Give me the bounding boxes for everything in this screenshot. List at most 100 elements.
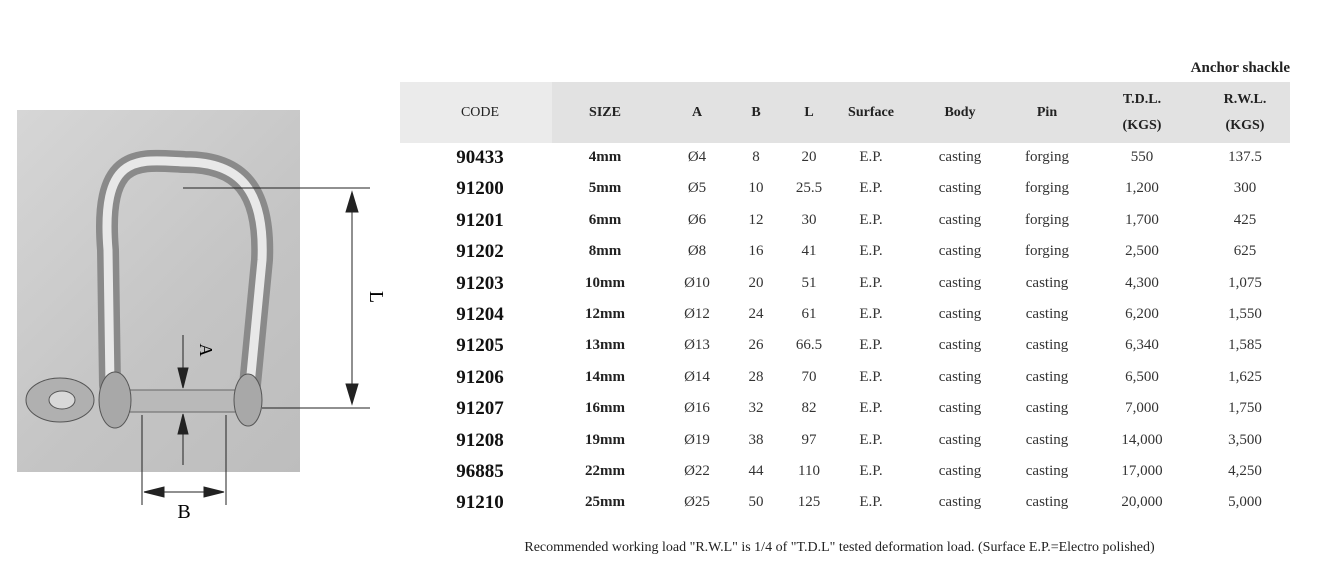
column-header-unit: (KGS): [1225, 117, 1265, 133]
cell-size: 14mm: [585, 368, 625, 385]
column-header-label: B: [751, 104, 761, 120]
cell-l: 110: [798, 463, 820, 479]
cell-code: 96885: [456, 461, 504, 482]
column-header-label: T.D.L.: [1122, 91, 1162, 107]
cell-a: Ø10: [684, 274, 710, 291]
cell-surface: E.P.: [859, 431, 883, 448]
column-header-label: CODE: [460, 104, 500, 120]
cell-pin: casting: [1025, 368, 1069, 385]
table-row: 91200 5mm Ø5 10 25.5 E.P. casting forging 1,200 3…: [0, 173, 1327, 204]
cell-a: Ø16: [684, 400, 710, 417]
dimension-lines: [141, 187, 370, 505]
cell-body: casting: [938, 243, 982, 260]
cell-size: 13mm: [585, 337, 625, 354]
cell-rwl: 4,250: [1228, 463, 1262, 479]
column-header-surface: Surface: [848, 82, 894, 143]
cell-a: Ø12: [684, 306, 710, 322]
cell-rwl: 1,750: [1228, 400, 1262, 417]
cell-l: 70: [801, 368, 817, 385]
cell-rwl: 425: [1233, 211, 1257, 228]
column-header-pin: Pin: [1037, 82, 1057, 143]
cell-tdl: 20,000: [1121, 494, 1163, 511]
cell-pin: casting: [1025, 463, 1069, 479]
cell-pin: forging: [1025, 211, 1069, 228]
table-row: 96885 22mm Ø22 44 110 E.P. casting casting 17,00…: [0, 456, 1327, 487]
cell-l: 61: [801, 306, 817, 322]
cell-body: casting: [938, 431, 982, 448]
table-row: 91210 25mm Ø25 50 125 E.P. casting casting 20,00…: [0, 487, 1327, 518]
cell-rwl: 1,625: [1228, 368, 1262, 385]
table-row: 91207 16mm Ø16 32 82 E.P. casting casting 7,000 1…: [0, 393, 1327, 424]
cell-a: Ø19: [684, 431, 710, 448]
cell-tdl: 7,000: [1125, 400, 1159, 417]
cell-l: 20: [801, 149, 817, 165]
cell-tdl: 1,200: [1125, 180, 1159, 197]
header-band: [552, 82, 1290, 143]
cell-surface: E.P.: [859, 494, 883, 511]
cell-body: casting: [938, 211, 982, 228]
cell-surface: E.P.: [859, 400, 883, 417]
cell-tdl: 1,700: [1125, 211, 1159, 228]
cell-b: 10: [748, 180, 764, 197]
cell-code: 91207: [456, 398, 504, 420]
cell-surface: E.P.: [859, 368, 883, 385]
cell-a: Ø5: [687, 180, 707, 197]
column-header-label: L: [804, 104, 814, 120]
cell-a: Ø14: [684, 368, 710, 385]
cell-code: 91208: [456, 429, 504, 451]
cell-rwl: 625: [1233, 243, 1257, 260]
cell-code: 91202: [456, 241, 504, 263]
cell-size: 6mm: [588, 211, 622, 228]
cell-pin: casting: [1025, 274, 1069, 291]
cell-tdl: 6,500: [1125, 368, 1159, 385]
cell-l: 51: [801, 274, 817, 291]
cell-rwl: 300: [1233, 180, 1257, 197]
cell-a: Ø25: [684, 494, 710, 511]
cell-pin: casting: [1025, 337, 1069, 354]
cell-a: Ø22: [684, 463, 710, 479]
cell-b: 12: [748, 211, 764, 228]
table-row: 91208 19mm Ø19 38 97 E.P. casting casting 14,000…: [0, 425, 1327, 456]
column-header-body: Body: [944, 82, 975, 143]
cell-surface: E.P.: [859, 211, 883, 228]
cell-code: 91204: [456, 304, 504, 325]
cell-rwl: 1,550: [1228, 306, 1262, 322]
cell-b: 44: [748, 463, 764, 479]
table-row: 91205 13mm Ø13 26 66.5 E.P. casting casting 6,34…: [0, 330, 1327, 361]
cell-size: 16mm: [585, 400, 625, 417]
cell-body: casting: [938, 494, 982, 511]
cell-body: casting: [938, 337, 982, 354]
column-header-label: Body: [944, 104, 976, 120]
cell-rwl: 5,000: [1228, 494, 1262, 511]
cell-tdl: 6,200: [1125, 306, 1159, 322]
cell-tdl: 17,000: [1121, 463, 1163, 479]
cell-size: 4mm: [588, 149, 622, 165]
cell-tdl: 14,000: [1121, 431, 1163, 448]
cell-l: 66.5: [795, 337, 823, 354]
dimension-label-l: L: [365, 291, 387, 303]
cell-b: 8: [752, 149, 760, 165]
cell-pin: forging: [1025, 149, 1069, 165]
table-row: 91206 14mm Ø14 28 70 E.P. casting casting 6,500 1…: [0, 362, 1327, 393]
cell-l: 82: [801, 400, 817, 417]
shackle-diagram: L A B: [25, 149, 387, 523]
cell-l: 41: [801, 243, 817, 260]
cell-code: 91205: [456, 335, 504, 357]
column-header-label: R.W.L.: [1223, 91, 1267, 107]
cell-body: casting: [938, 180, 982, 197]
cell-surface: E.P.: [859, 306, 883, 322]
column-header-l: L: [804, 82, 813, 143]
cell-b: 38: [748, 431, 764, 448]
table-row: 91202 8mm Ø8 16 41 E.P. casting forging 2,500 625: [0, 236, 1327, 267]
cell-size: 19mm: [585, 431, 625, 448]
column-header-label: Pin: [1036, 104, 1058, 120]
cell-size: 10mm: [585, 274, 625, 291]
cell-code: 91200: [456, 178, 504, 200]
cell-pin: casting: [1025, 431, 1069, 448]
cell-body: casting: [938, 463, 982, 479]
cell-b: 28: [748, 368, 764, 385]
shackle-illustration: [25, 149, 274, 429]
cell-size: 12mm: [585, 306, 625, 322]
cell-tdl: 4,300: [1125, 274, 1159, 291]
cell-tdl: 6,340: [1125, 337, 1159, 354]
